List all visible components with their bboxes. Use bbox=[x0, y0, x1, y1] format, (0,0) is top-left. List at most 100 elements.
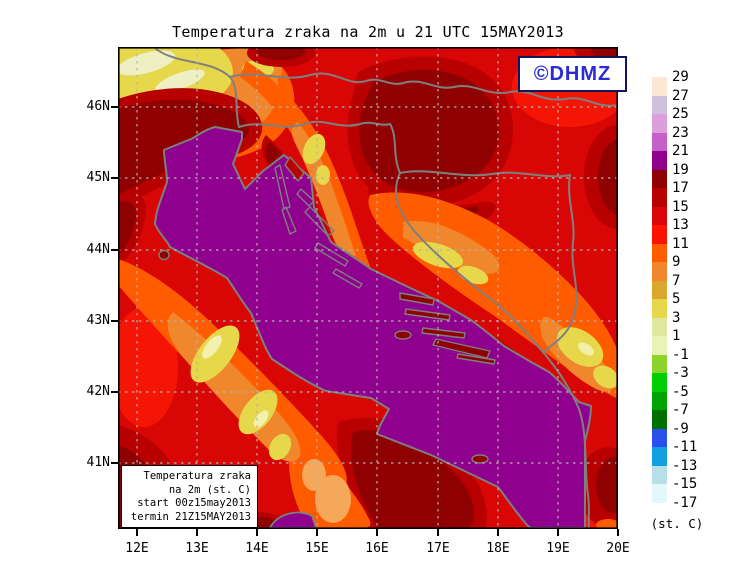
legend-value-label: 11 bbox=[672, 235, 689, 252]
lat-tick bbox=[111, 177, 118, 179]
legend-color-swatch bbox=[652, 317, 667, 337]
legend-color-swatch bbox=[652, 280, 667, 300]
lon-tick bbox=[136, 529, 138, 536]
info-line-1: Temperatura zraka bbox=[143, 470, 251, 482]
lon-axis-label: 16E bbox=[365, 541, 389, 556]
legend-value-label: -13 bbox=[672, 457, 698, 474]
legend-value-label: -11 bbox=[672, 439, 698, 456]
lon-axis-label: 14E bbox=[245, 541, 269, 556]
kvarner-cool-band bbox=[240, 61, 376, 283]
lat-tick bbox=[111, 249, 118, 251]
lon-axis-label: 13E bbox=[185, 541, 209, 556]
legend-value-label: 23 bbox=[672, 124, 689, 141]
legend-color-swatch bbox=[652, 132, 667, 152]
legend-value-label: -3 bbox=[672, 365, 689, 382]
legend-color-swatch bbox=[652, 447, 667, 466]
lon-tick bbox=[557, 529, 559, 536]
lon-tick bbox=[256, 529, 258, 536]
info-line-3: start 00z15may2013 bbox=[137, 497, 251, 509]
legend-color-swatch bbox=[652, 114, 667, 133]
tyrrhenian-sea-pocket bbox=[268, 511, 318, 529]
dhmz-watermark-text: ©DHMZ bbox=[533, 62, 612, 85]
legend-color-swatch bbox=[652, 299, 667, 318]
lat-tick bbox=[111, 462, 118, 464]
legend-color-swatch bbox=[652, 169, 667, 189]
legend-value-label: -15 bbox=[672, 476, 698, 493]
legend-color-swatch bbox=[652, 465, 667, 485]
legend-value-label: 13 bbox=[672, 217, 689, 234]
map-frame bbox=[118, 47, 618, 529]
legend-value-label: 3 bbox=[672, 309, 681, 326]
lon-axis-label: 20E bbox=[606, 541, 630, 556]
lon-axis-label: 18E bbox=[486, 541, 510, 556]
legend-color-swatch bbox=[652, 410, 667, 429]
page-title: Temperatura zraka na 2m u 21 UTC 15MAY20… bbox=[172, 23, 564, 41]
east-warm-core bbox=[598, 139, 618, 215]
lon-axis-label: 17E bbox=[426, 541, 450, 556]
lon-axis-label: 15E bbox=[305, 541, 329, 556]
lat-axis-label: 45N bbox=[86, 170, 110, 185]
temperature-map bbox=[118, 47, 618, 529]
legend-color-swatch bbox=[652, 77, 667, 96]
legend-color-swatch bbox=[652, 391, 667, 411]
lat-tick bbox=[111, 106, 118, 108]
puglia-warm-band bbox=[336, 417, 487, 528]
lat-axis-label: 42N bbox=[86, 384, 110, 399]
legend-value-label: 27 bbox=[672, 87, 689, 104]
legend-color-swatch bbox=[652, 243, 667, 263]
lat-axis-label: 46N bbox=[86, 99, 110, 114]
legend-value-label: -7 bbox=[672, 402, 689, 419]
apennines-cool-band bbox=[118, 259, 371, 528]
sea-surface bbox=[154, 126, 592, 529]
lon-axis-label: 12E bbox=[125, 541, 149, 556]
legend-color-swatch bbox=[652, 95, 667, 115]
lon-tick bbox=[316, 529, 318, 536]
dhmz-watermark-box: ©DHMZ bbox=[518, 56, 627, 92]
run-info-box: Temperatura zraka na 2m (st. C) start 00… bbox=[121, 465, 258, 528]
legend-value-label: 29 bbox=[672, 69, 689, 85]
legend-value-label: 25 bbox=[672, 106, 689, 123]
lat-axis-label: 44N bbox=[86, 242, 110, 257]
lon-axis-label: 19E bbox=[546, 541, 570, 556]
lat-tick bbox=[111, 320, 118, 322]
info-line-2: na 2m (st. C) bbox=[168, 483, 251, 496]
se-bottom-orange-spot bbox=[596, 519, 618, 529]
adriatic-sea bbox=[154, 126, 592, 529]
lon-tick bbox=[376, 529, 378, 536]
islands bbox=[158, 156, 496, 464]
lon-tick bbox=[617, 529, 619, 536]
hot-spot-north-core bbox=[257, 47, 305, 60]
legend-color-swatch bbox=[652, 484, 667, 503]
legend-color-swatch bbox=[652, 206, 667, 226]
info-line-4: termin 21Z15MAY2013 bbox=[130, 510, 251, 523]
legend-value-label: 5 bbox=[672, 291, 681, 308]
lon-tick bbox=[196, 529, 198, 536]
lon-tick bbox=[437, 529, 439, 536]
legend-value-label: 1 bbox=[672, 328, 681, 345]
legend-value-label: 7 bbox=[672, 272, 681, 289]
legend-value-label: 15 bbox=[672, 198, 689, 215]
legend-value-label: 21 bbox=[672, 143, 689, 160]
legend-color-swatch bbox=[652, 428, 667, 448]
bosnia-cool-band bbox=[368, 192, 618, 399]
se-warm-core bbox=[596, 457, 618, 513]
legend-unit-label: (st. C) bbox=[650, 516, 704, 531]
legend-color-swatch bbox=[652, 225, 667, 244]
legend-value-label: -9 bbox=[672, 420, 689, 437]
legend-value-label: -17 bbox=[672, 494, 698, 511]
legend-color-swatch bbox=[652, 354, 667, 374]
legend-color-swatch bbox=[652, 373, 667, 392]
legend-color-swatch bbox=[652, 188, 667, 207]
legend-value-label: -1 bbox=[672, 346, 689, 363]
lat-tick bbox=[111, 391, 118, 393]
country-borders bbox=[155, 48, 618, 529]
lat-axis-label: 41N bbox=[86, 455, 110, 470]
lon-tick bbox=[497, 529, 499, 536]
lat-axis-label: 43N bbox=[86, 313, 110, 328]
legend-color-swatch bbox=[652, 262, 667, 281]
legend-value-label: 17 bbox=[672, 180, 689, 197]
central-warm-mass bbox=[347, 56, 513, 227]
legend-value-label: 19 bbox=[672, 161, 689, 178]
legend-value-label: -5 bbox=[672, 383, 689, 400]
